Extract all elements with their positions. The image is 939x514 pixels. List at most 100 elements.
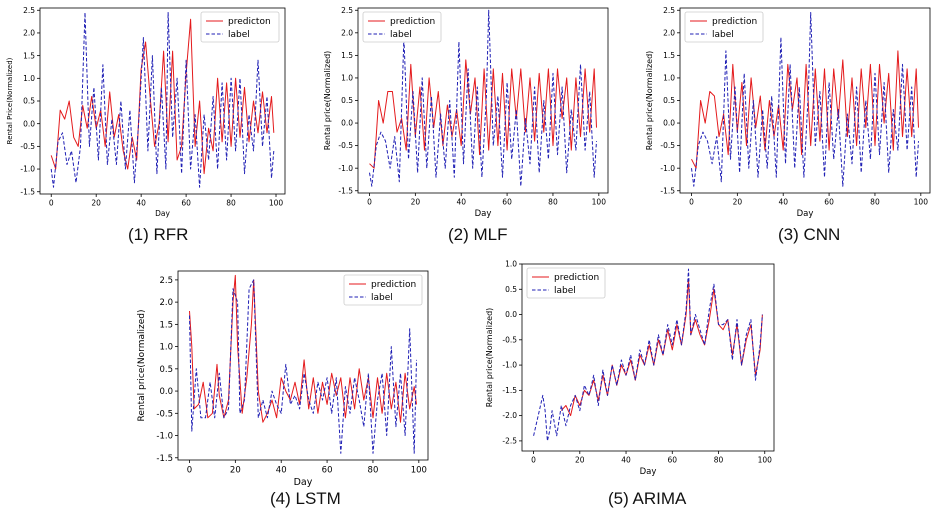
y-tick-label-lstm-8: 2.5 <box>159 276 173 286</box>
plot-frame-lstm <box>177 270 429 461</box>
x-axis-title-mlf: Day <box>475 209 492 219</box>
x-tick-label-rfr-40: 40 <box>136 199 146 208</box>
y-tick-label-cnn-2: -0.5 <box>660 141 675 150</box>
x-tick-label-arima-60: 60 <box>668 456 678 465</box>
y-tick-label-rfr-7: 2.0 <box>23 29 35 38</box>
legend-label-arima-1: label <box>554 286 576 296</box>
y-tick-label-cnn-0: -1.5 <box>660 186 675 195</box>
y-tick-label-rfr-4: 0.5 <box>23 97 35 106</box>
x-tick-label-rfr-60: 60 <box>181 199 191 208</box>
x-tick-label-rfr-0: 0 <box>49 199 54 208</box>
y-tick-label-cnn-1: -1.0 <box>660 164 675 173</box>
plot-frame-arima <box>521 263 775 452</box>
x-tick-label-mlf-60: 60 <box>502 198 512 207</box>
y-tick-label-mlf-7: 2.0 <box>341 28 353 37</box>
y-tick-label-rfr-5: 1.0 <box>23 74 35 83</box>
x-axis-title-lstm: Day <box>294 477 313 488</box>
caption-mlf: (2) MLF <box>448 225 508 244</box>
x-tick-label-mlf-100: 100 <box>592 198 607 207</box>
x-tick-label-lstm-100: 100 <box>411 466 427 476</box>
y-tick-label-arima-4: -0.5 <box>502 335 517 344</box>
y-tick-label-lstm-5: 1.0 <box>159 343 173 353</box>
y-axis-title-lstm: Rental price(Normalized) <box>137 310 147 422</box>
y-tick-label-lstm-6: 1.5 <box>159 320 173 330</box>
x-tick-label-arima-80: 80 <box>714 456 724 465</box>
x-tick-label-lstm-0: 0 <box>187 466 192 476</box>
x-tick-label-cnn-60: 60 <box>824 198 834 207</box>
x-tick-label-rfr-80: 80 <box>226 199 236 208</box>
x-tick-label-cnn-40: 40 <box>778 198 788 207</box>
y-tick-label-lstm-3: 0.0 <box>159 387 173 397</box>
chart-panel-arima: 0 20 40 60 80 100 -2.5 -2.0 -1.5 -1.0 -0.5 0.0 0.5 1.… <box>480 258 780 514</box>
x-tick-label-lstm-20: 20 <box>230 466 241 476</box>
x-tick-label-arima-0: 0 <box>531 456 536 465</box>
chart-cnn: 0 20 40 60 80 100 -1.5 -1.0 -0.5 0.0 0.5 1.0 1.5 2.0 2… <box>645 6 931 219</box>
chart-arima: 0 20 40 60 80 100 -2.5 -2.0 -1.5 -1.0 -0.5 0.0 0.5 1.… <box>485 260 775 477</box>
x-axis-title-rfr: Day <box>155 209 170 218</box>
x-tick-label-rfr-20: 20 <box>91 199 101 208</box>
y-axis-title-mlf: Rental price(Normalized) <box>323 51 332 151</box>
y-tick-label-cnn-8: 2.5 <box>663 6 675 15</box>
chart-panel-cnn: 0 20 40 60 80 100 -1.5 -1.0 -0.5 0.0 0.5 1.0 1.5 2.0 2… <box>640 0 939 250</box>
y-tick-label-cnn-6: 1.5 <box>663 51 675 60</box>
legend-label-lstm-0: prediction <box>371 280 416 290</box>
y-tick-label-rfr-6: 1.5 <box>23 51 35 60</box>
y-tick-label-arima-5: 0.0 <box>505 310 517 319</box>
y-tick-label-rfr-8: 2.5 <box>23 6 35 15</box>
x-axis-title-arima: Day <box>640 467 657 477</box>
y-tick-label-mlf-5: 1.0 <box>341 74 353 83</box>
x-tick-label-cnn-80: 80 <box>870 198 880 207</box>
caption-rfr: (1) RFR <box>128 225 189 244</box>
y-tick-label-arima-0: -2.5 <box>502 437 517 446</box>
legend-label-cnn-1: label <box>712 30 734 40</box>
x-tick-label-cnn-100: 100 <box>914 198 929 207</box>
y-tick-label-rfr-1: -1.0 <box>20 165 35 174</box>
y-tick-label-lstm-7: 2.0 <box>159 298 173 308</box>
y-tick-label-arima-7: 1.0 <box>505 260 517 269</box>
caption-lstm: (4) LSTM <box>270 489 341 508</box>
legend-label-lstm-1: label <box>371 293 393 303</box>
y-tick-label-cnn-4: 0.5 <box>663 96 675 105</box>
series-line-cnn-label <box>691 12 919 187</box>
chart-lstm: 0 20 40 60 80 100 -1.5 -1.0 -0.5 0.0 0.5 1.0 1.5 2.0 2… <box>137 270 429 488</box>
y-tick-label-cnn-3: 0.0 <box>663 119 675 128</box>
legend-label-mlf-1: label <box>390 30 412 40</box>
series-line-arima-prediction <box>560 278 763 417</box>
series-line-rfr-label <box>50 12 275 188</box>
y-tick-label-mlf-6: 1.5 <box>341 51 353 60</box>
y-tick-label-cnn-7: 2.0 <box>663 28 675 37</box>
y-tick-label-arima-1: -2.0 <box>502 411 517 420</box>
chart-panel-mlf: 0 20 40 60 80 100 -1.5 -1.0 -0.5 0.0 0.5 1.0 1.5 2.0 2… <box>318 0 618 250</box>
series-line-rfr-prediction <box>50 18 275 175</box>
x-tick-label-mlf-40: 40 <box>456 198 466 207</box>
x-tick-label-arima-20: 20 <box>575 456 585 465</box>
y-tick-label-arima-6: 0.5 <box>505 285 517 294</box>
x-tick-label-arima-40: 40 <box>621 456 631 465</box>
chart-rfr: 0 20 40 60 80 100 -1.5 -1.0 -0.5 0.0 0.5 1.0 1.5 2.0 2… <box>6 6 286 218</box>
chart-panel-rfr: 0 20 40 60 80 100 -1.5 -1.0 -0.5 0.0 0.5 1.0 1.5 2.0 2… <box>0 0 300 250</box>
x-tick-label-rfr-100: 100 <box>269 199 284 208</box>
y-tick-label-mlf-3: 0.0 <box>341 119 353 128</box>
legend-label-rfr-0: predicton <box>228 17 271 27</box>
caption-arima: (5) ARIMA <box>608 489 687 508</box>
y-tick-label-arima-2: -1.5 <box>502 386 517 395</box>
x-tick-label-lstm-80: 80 <box>368 466 379 476</box>
y-tick-label-lstm-0: -1.5 <box>156 454 173 464</box>
y-tick-label-arima-3: -1.0 <box>502 361 517 370</box>
y-tick-label-mlf-0: -1.5 <box>338 186 353 195</box>
x-tick-label-lstm-60: 60 <box>322 466 333 476</box>
y-tick-label-rfr-0: -1.5 <box>20 187 35 196</box>
y-tick-label-lstm-2: -0.5 <box>156 409 173 419</box>
x-tick-label-lstm-40: 40 <box>276 466 287 476</box>
y-tick-label-rfr-2: -0.5 <box>20 142 35 151</box>
x-tick-label-mlf-80: 80 <box>548 198 558 207</box>
y-tick-label-lstm-1: -1.0 <box>156 432 173 442</box>
series-line-mlf-label <box>369 9 597 187</box>
x-tick-label-mlf-0: 0 <box>367 198 372 207</box>
y-tick-label-mlf-8: 2.5 <box>341 6 353 15</box>
legend-label-mlf-0: prediction <box>390 17 435 27</box>
caption-cnn: (3) CNN <box>778 225 841 244</box>
x-tick-label-cnn-0: 0 <box>689 198 694 207</box>
series-line-mlf-prediction <box>369 59 597 169</box>
y-tick-label-mlf-4: 0.5 <box>341 96 353 105</box>
